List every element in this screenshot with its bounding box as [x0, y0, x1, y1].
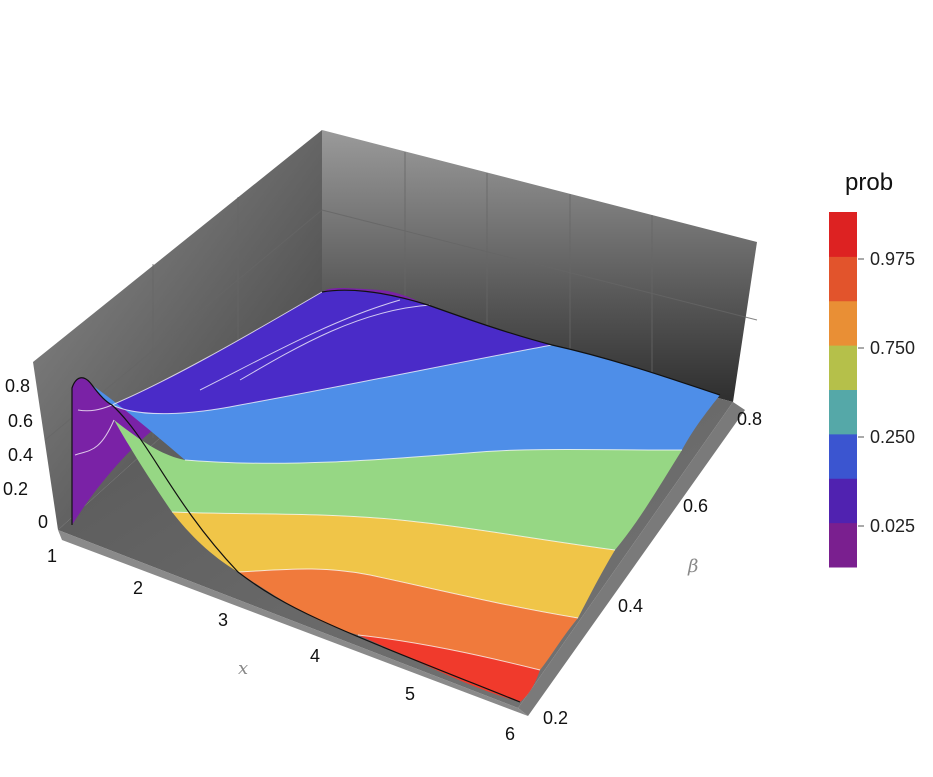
colorbar-band [829, 256, 857, 302]
z-tick: 0.2 [3, 479, 28, 499]
surface-outline [71, 377, 521, 703]
surface-region-5 [172, 512, 615, 618]
colorbar-ticks [858, 258, 864, 527]
colorbar: prob 0.975 0.750 0.250 0.025 [829, 169, 915, 568]
front-floor-edge [58, 530, 528, 716]
z-tick: 0.4 [8, 445, 33, 465]
surface-back-outline [321, 289, 721, 396]
x-tick: 1 [47, 546, 57, 566]
axis-ticks: 0 0.2 0.4 0.6 0.8 1 2 3 4 5 6 0.2 0.4 0.… [3, 376, 762, 744]
x-tick: 2 [133, 578, 143, 598]
contour-lines [74, 291, 683, 671]
colorbar-bands [829, 212, 857, 568]
y-tick: 0.2 [543, 708, 568, 728]
colorbar-band [829, 345, 857, 390]
x-tick: 3 [218, 610, 228, 630]
x-tick: 5 [405, 684, 415, 704]
colorbar-band [829, 212, 857, 257]
back-wall [322, 130, 757, 402]
colorbar-tick-label: 0.975 [870, 249, 915, 269]
x-axis-label: x [238, 658, 248, 679]
surface-region-3 [92, 345, 720, 464]
y-axis-label: β [687, 556, 698, 577]
x-tick: 4 [310, 646, 320, 666]
colorbar-band [829, 389, 857, 435]
z-tick: 0.6 [8, 411, 33, 431]
colorbar-band [829, 300, 857, 346]
surface-region-2 [112, 290, 552, 414]
surface-region-4 [114, 420, 682, 550]
z-tick: 0.8 [5, 376, 30, 396]
right-floor-edge [518, 402, 745, 716]
colorbar-tick-label: 0.750 [870, 338, 915, 358]
surface-region-7 [358, 635, 540, 702]
colorbar-tick-label: 0.025 [870, 516, 915, 536]
y-tick: 0.8 [737, 409, 762, 429]
y-tick: 0.6 [683, 496, 708, 516]
colorbar-band [829, 433, 857, 479]
z-tick: 0 [38, 512, 48, 532]
colorbar-band [829, 522, 857, 568]
colorbar-band [829, 478, 857, 524]
y-tick: 0.4 [618, 596, 643, 616]
surface-region-6 [238, 568, 578, 670]
surface [71, 288, 721, 703]
colorbar-tick-label: 0.250 [870, 427, 915, 447]
x-tick: 6 [505, 724, 515, 744]
colorbar-title: prob [845, 169, 893, 196]
